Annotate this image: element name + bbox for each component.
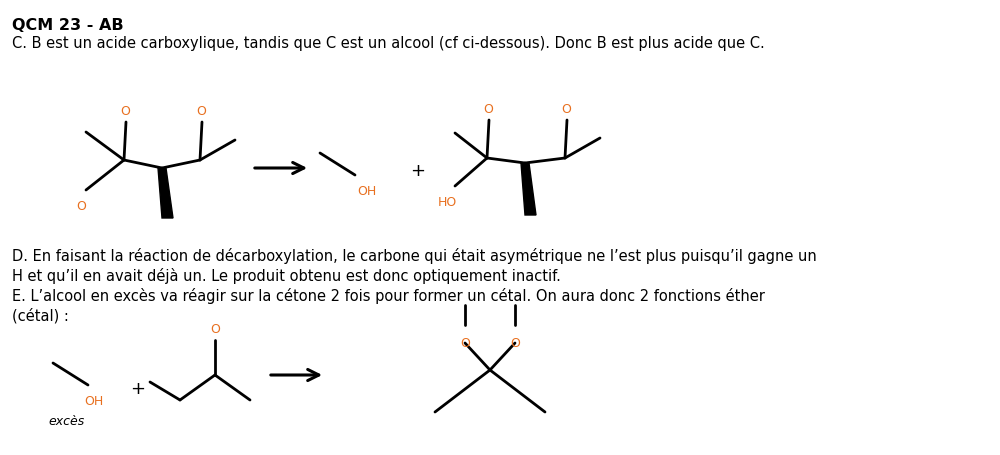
Text: OH: OH <box>357 185 376 198</box>
Text: O: O <box>510 337 520 350</box>
Text: +: + <box>130 380 146 398</box>
Text: C. B est un acide carboxylique, tandis que C est un alcool (cf ci-dessous). Donc: C. B est un acide carboxylique, tandis q… <box>12 36 765 51</box>
Text: H et qu’il en avait déjà un. Le produit obtenu est donc optiquement inactif.: H et qu’il en avait déjà un. Le produit … <box>12 268 561 284</box>
Text: O: O <box>483 103 493 116</box>
Text: QCM 23 - AB: QCM 23 - AB <box>12 18 124 33</box>
Text: D. En faisant la réaction de décarboxylation, le carbone qui était asymétrique n: D. En faisant la réaction de décarboxyla… <box>12 248 817 264</box>
Polygon shape <box>521 163 536 215</box>
Polygon shape <box>158 168 173 218</box>
Text: (cétal) :: (cétal) : <box>12 308 69 324</box>
Text: OH: OH <box>84 395 103 408</box>
Text: O: O <box>561 103 571 116</box>
Text: excès: excès <box>48 415 84 428</box>
Text: HO: HO <box>437 196 457 209</box>
Text: E. L’alcool en excès va réagir sur la cétone 2 fois pour former un cétal. On aur: E. L’alcool en excès va réagir sur la cé… <box>12 288 765 304</box>
Text: O: O <box>120 105 130 118</box>
Text: O: O <box>76 200 86 213</box>
Text: +: + <box>411 162 426 180</box>
Text: O: O <box>210 323 220 336</box>
Text: O: O <box>460 337 470 350</box>
Text: O: O <box>196 105 206 118</box>
